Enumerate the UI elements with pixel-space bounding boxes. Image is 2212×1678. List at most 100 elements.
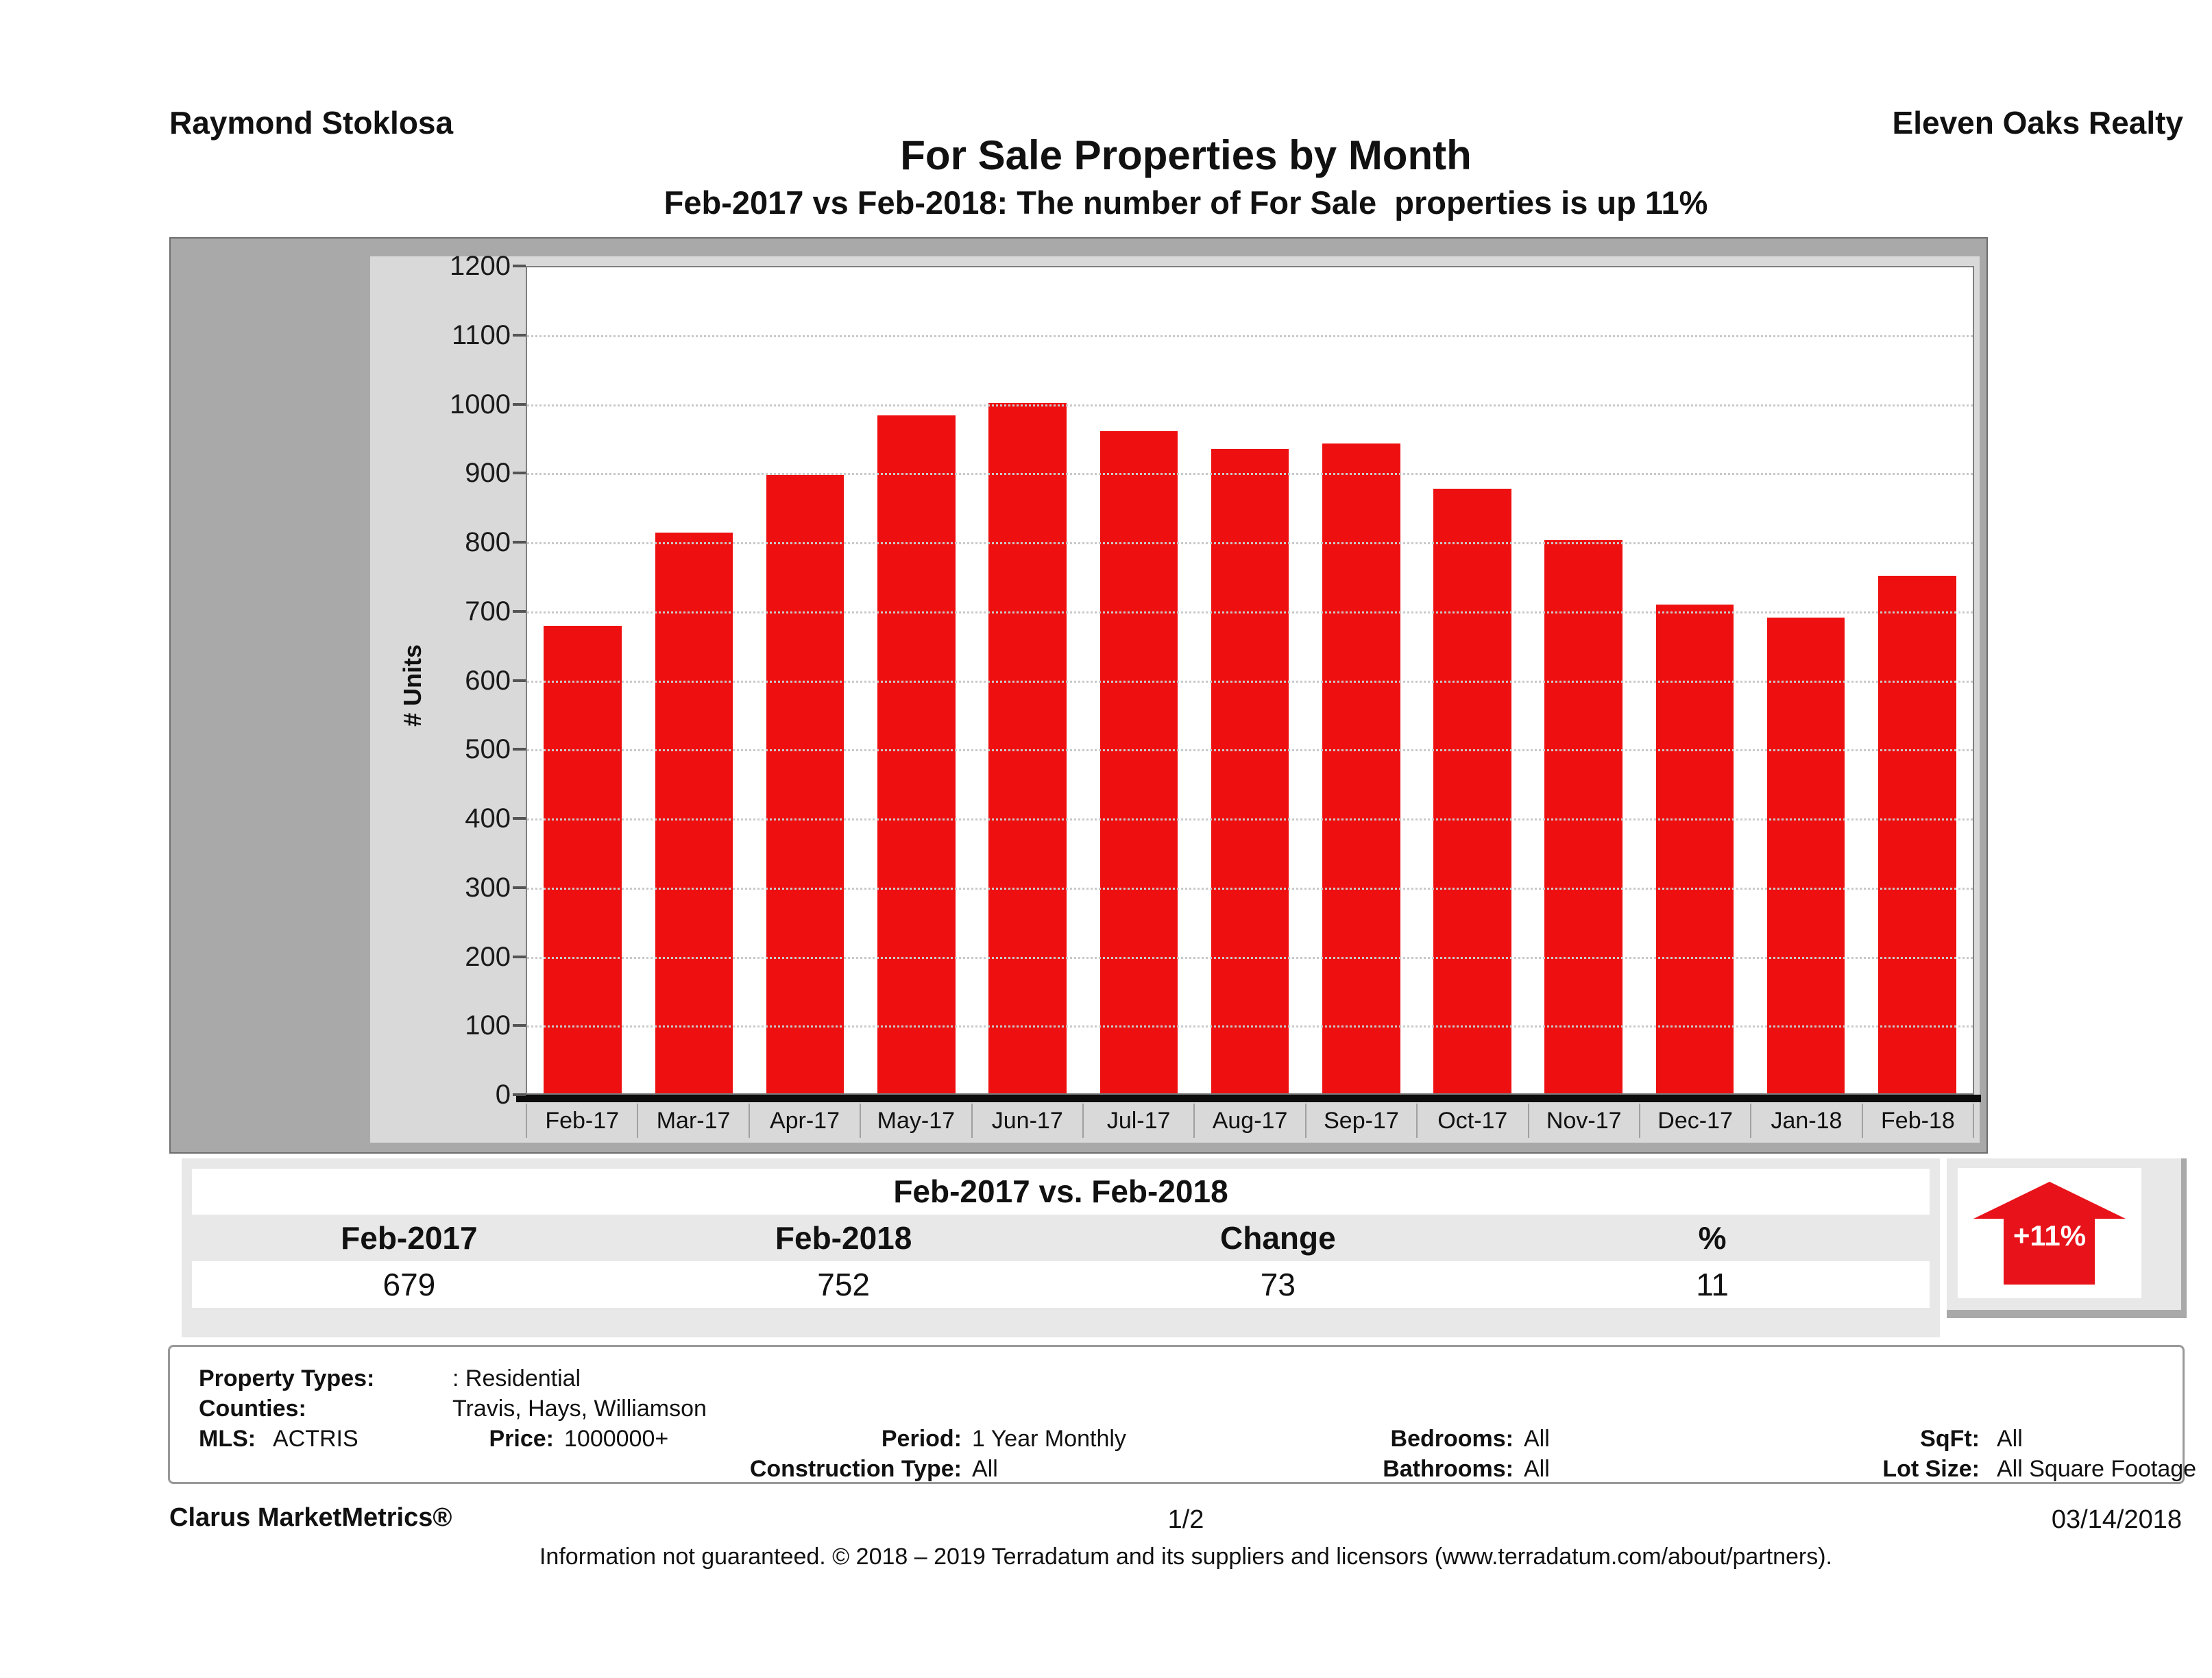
y-tick-label: 100 bbox=[465, 1010, 511, 1041]
x-tick-label: Apr-17 bbox=[748, 1104, 860, 1138]
y-tick-mark bbox=[513, 955, 526, 958]
filters-box: Property Types: : Residential Counties: … bbox=[168, 1345, 2196, 1484]
bar-May-17 bbox=[877, 415, 956, 1093]
bar-slot bbox=[1194, 267, 1305, 1093]
footer-brand: Clarus MarketMetrics® bbox=[169, 1503, 452, 1532]
gridline bbox=[527, 404, 1973, 406]
y-tick-label: 300 bbox=[465, 872, 511, 903]
gridline bbox=[527, 1025, 1973, 1028]
construction-type-label: Construction Type: bbox=[749, 1456, 962, 1482]
table-header-cell: Change bbox=[1220, 1220, 1336, 1256]
table-header-cell: Feb-2018 bbox=[775, 1220, 912, 1256]
bar-slot bbox=[1528, 267, 1639, 1093]
x-tick-label: Aug-17 bbox=[1193, 1104, 1304, 1138]
table-header-row: Feb-2017 Feb-2018 Change % bbox=[192, 1215, 1930, 1261]
y-tick-label: 1000 bbox=[450, 389, 511, 420]
x-tick-label: Feb-18 bbox=[1861, 1104, 1975, 1138]
price-value: 1000000+ bbox=[564, 1426, 669, 1452]
bar-slot bbox=[1306, 267, 1417, 1093]
footer-page-number: 1/2 bbox=[1167, 1505, 1204, 1534]
bar-Feb-18 bbox=[1878, 575, 1956, 1093]
y-tick-label: 400 bbox=[465, 803, 511, 834]
period-label: Period: bbox=[881, 1426, 962, 1452]
table-header-cell: % bbox=[1698, 1220, 1727, 1256]
bar-slot bbox=[861, 267, 972, 1093]
y-tick-label: 1200 bbox=[450, 251, 511, 281]
table-value-row: 679 752 73 11 bbox=[192, 1261, 1930, 1308]
y-tick-mark bbox=[513, 748, 526, 751]
table-value-cell: 679 bbox=[382, 1267, 436, 1302]
x-tick-label: Feb-17 bbox=[526, 1104, 637, 1138]
footer-date: 03/14/2018 bbox=[2051, 1505, 2182, 1534]
bathrooms-label: Bathrooms: bbox=[1383, 1456, 1514, 1482]
x-tick-label: Jan-18 bbox=[1750, 1104, 1861, 1138]
bedrooms-value: All bbox=[1524, 1426, 1550, 1452]
company-name: Eleven Oaks Realty bbox=[1892, 105, 2183, 141]
y-tick-label: 200 bbox=[465, 941, 511, 972]
bar-Mar-17 bbox=[655, 532, 733, 1093]
gridline bbox=[527, 335, 1973, 337]
bar-slot bbox=[527, 267, 638, 1093]
period-value: 1 Year Monthly bbox=[972, 1426, 1126, 1452]
property-types-value: : Residential bbox=[452, 1365, 581, 1391]
construction-type-value: All bbox=[972, 1456, 998, 1482]
bar-series bbox=[527, 267, 1973, 1093]
table-value-cell: 73 bbox=[1260, 1267, 1296, 1302]
change-badge-card: +11% bbox=[1958, 1168, 2141, 1298]
agent-name: Raymond Stoklosa bbox=[169, 105, 454, 141]
footer-disclaimer: Information not guaranteed. © 2018 – 201… bbox=[539, 1544, 1832, 1570]
bar-Sep-17 bbox=[1322, 443, 1400, 1093]
bar-Oct-17 bbox=[1433, 489, 1511, 1093]
x-tick-label: Mar-17 bbox=[637, 1104, 748, 1138]
mls-label: MLS: bbox=[199, 1426, 256, 1452]
price-label: Price: bbox=[489, 1426, 555, 1452]
y-tick-mark bbox=[513, 333, 526, 337]
gridline bbox=[527, 611, 1973, 613]
gridline bbox=[527, 680, 1973, 683]
x-tick-label: Jun-17 bbox=[971, 1104, 1082, 1138]
gridline bbox=[527, 818, 1973, 820]
y-tick-mark bbox=[513, 817, 526, 820]
y-tick-label: 700 bbox=[465, 596, 511, 627]
y-tick-mark bbox=[513, 402, 526, 406]
bar-Jan-18 bbox=[1766, 618, 1845, 1093]
y-tick-label: 1100 bbox=[451, 319, 511, 350]
table-value-cell: 11 bbox=[1696, 1267, 1729, 1302]
gridline bbox=[527, 473, 1973, 476]
sqft-label: SqFt: bbox=[1920, 1426, 1980, 1452]
table-value-cell: 752 bbox=[817, 1267, 870, 1302]
page-subtitle: Feb-2017 vs Feb-2018: The number of For … bbox=[664, 184, 1708, 221]
lot-size-value: All Square Footage bbox=[1997, 1456, 2197, 1482]
table-header-cell: Feb-2017 bbox=[341, 1220, 478, 1256]
up-arrow-icon: +11% bbox=[1973, 1182, 2126, 1285]
bar-slot bbox=[1862, 267, 1973, 1093]
mls-value: ACTRIS bbox=[273, 1426, 358, 1452]
bar-slot bbox=[638, 267, 749, 1093]
y-tick-mark bbox=[513, 886, 526, 889]
change-badge-label: +11% bbox=[2013, 1219, 2086, 1252]
gridline bbox=[527, 887, 1973, 890]
counties-label: Counties: bbox=[199, 1396, 306, 1422]
x-tick-label: Oct-17 bbox=[1416, 1104, 1527, 1138]
y-tick-mark bbox=[513, 1093, 526, 1096]
gridline bbox=[527, 542, 1973, 544]
y-tick-label: 800 bbox=[465, 527, 511, 557]
counties-value: Travis, Hays, Williamson bbox=[452, 1396, 707, 1422]
bar-slot bbox=[1639, 267, 1750, 1093]
y-tick-label: 500 bbox=[465, 734, 511, 765]
y-tick-mark bbox=[513, 541, 526, 544]
y-tick-mark bbox=[513, 679, 526, 682]
bar-slot bbox=[1751, 267, 1862, 1093]
bedrooms-label: Bedrooms: bbox=[1390, 1426, 1514, 1452]
bar-Nov-17 bbox=[1544, 539, 1622, 1093]
x-tick-label: Sep-17 bbox=[1304, 1104, 1416, 1138]
y-tick-mark bbox=[513, 609, 526, 613]
y-tick-label: 600 bbox=[465, 665, 511, 696]
bar-Feb-17 bbox=[544, 626, 622, 1093]
property-types-label: Property Types: bbox=[199, 1365, 375, 1391]
gridline bbox=[527, 749, 1973, 752]
bar-Apr-17 bbox=[766, 475, 844, 1093]
sqft-value: All bbox=[1997, 1426, 2023, 1452]
bar-Jun-17 bbox=[988, 402, 1067, 1093]
